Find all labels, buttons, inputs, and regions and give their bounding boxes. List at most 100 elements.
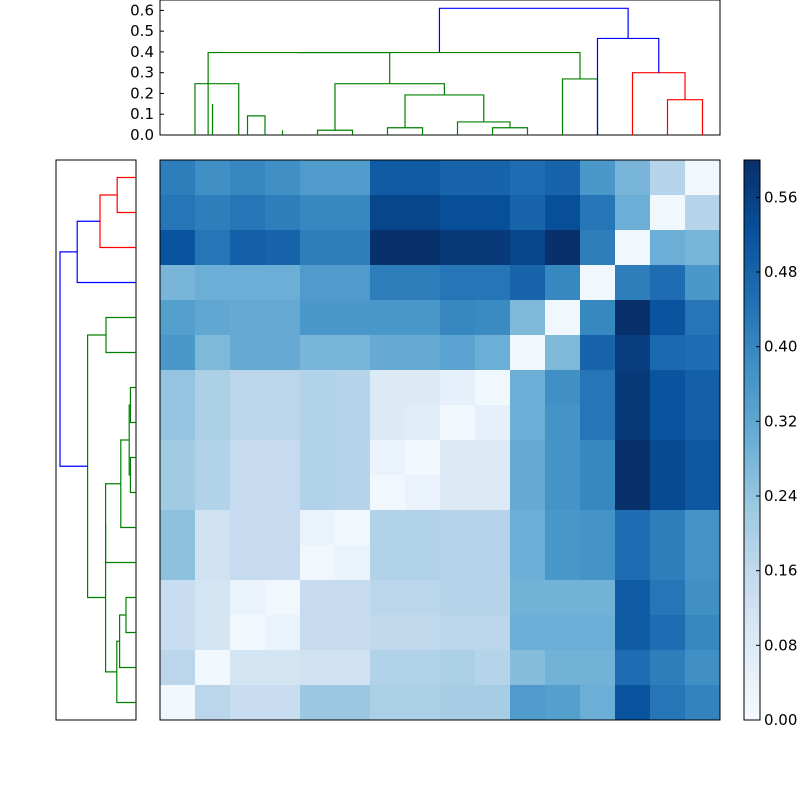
- colorbar-segment: [744, 192, 760, 197]
- heatmap-cell: [475, 580, 511, 616]
- heatmap-cell: [685, 265, 721, 301]
- heatmap-cell: [195, 300, 231, 336]
- colorbar-segment: [744, 500, 760, 505]
- heatmap-cell: [510, 440, 546, 476]
- colorbar-segment: [744, 624, 760, 629]
- heatmap-cell: [160, 440, 196, 476]
- heatmap-cell: [685, 440, 721, 476]
- heatmap-cell: [545, 615, 581, 651]
- colorbar-tick-label: 0.16: [764, 562, 797, 580]
- heatmap: [159, 159, 721, 721]
- heatmap-cell: [230, 195, 266, 231]
- colorbar-segment: [744, 188, 760, 193]
- heatmap-cell: [685, 160, 721, 196]
- heatmap-cell: [195, 545, 231, 581]
- heatmap-cell: [615, 615, 651, 651]
- colorbar-segment: [744, 584, 760, 589]
- heatmap-cell: [230, 230, 266, 266]
- colorbar-segment: [744, 548, 760, 553]
- colorbar-segment: [744, 676, 760, 681]
- heatmap-cell: [160, 650, 196, 686]
- heatmap-cell: [440, 265, 476, 301]
- heatmap-cell: [440, 335, 476, 371]
- heatmap-cell: [580, 195, 616, 231]
- heatmap-cell: [265, 195, 301, 231]
- heatmap-cell: [650, 510, 686, 546]
- colorbar-segment: [744, 412, 760, 417]
- heatmap-cell: [510, 615, 546, 651]
- heatmap-cell: [300, 370, 336, 406]
- heatmap-cell: [230, 580, 266, 616]
- heatmap-cell: [195, 405, 231, 441]
- colorbar-segment: [744, 456, 760, 461]
- colorbar-segment: [744, 560, 760, 565]
- heatmap-cell: [370, 580, 406, 616]
- heatmap-cell: [195, 650, 231, 686]
- heatmap-cell: [230, 265, 266, 301]
- colorbar-segment: [744, 536, 760, 541]
- left-dendrogram-link: [119, 614, 136, 669]
- heatmap-cell: [685, 370, 721, 406]
- heatmap-cell: [685, 300, 721, 336]
- heatmap-cell: [440, 195, 476, 231]
- heatmap-cell: [685, 510, 721, 546]
- heatmap-cell: [580, 650, 616, 686]
- top-axis-tick-label: 0.4: [130, 43, 154, 61]
- heatmap-cell: [545, 510, 581, 546]
- heatmap-cell: [440, 230, 476, 266]
- colorbar-segment: [744, 196, 760, 201]
- colorbar-segment: [744, 512, 760, 517]
- heatmap-cell: [650, 300, 686, 336]
- colorbar-segment: [744, 620, 760, 625]
- colorbar-segment: [744, 300, 760, 305]
- left-dendrogram-link: [129, 386, 136, 424]
- top-dendrogram-link: [316, 129, 354, 135]
- colorbar-segment: [744, 252, 760, 257]
- heatmap-cell: [440, 440, 476, 476]
- colorbar-segment: [744, 332, 760, 337]
- heatmap-cell: [580, 685, 616, 721]
- colorbar-segment: [744, 480, 760, 485]
- heatmap-cell: [440, 405, 476, 441]
- top-dendrogram-link: [194, 83, 240, 135]
- colorbar-segment: [744, 580, 760, 585]
- heatmap-cell: [475, 650, 511, 686]
- colorbar-segment: [744, 372, 760, 377]
- heatmap-cell: [265, 370, 301, 406]
- heatmap-cell: [545, 440, 581, 476]
- left-dendrogram-link: [87, 334, 106, 599]
- heatmap-cell: [475, 615, 511, 651]
- colorbar-segment: [744, 316, 760, 321]
- heatmap-cell: [615, 440, 651, 476]
- left-dendrogram-link: [129, 456, 136, 494]
- colorbar-segment: [744, 400, 760, 405]
- heatmap-cell: [370, 300, 406, 336]
- heatmap-cell: [300, 510, 336, 546]
- heatmap-cell: [615, 300, 651, 336]
- colorbar-segment: [744, 628, 760, 633]
- heatmap-cell: [510, 370, 546, 406]
- heatmap-cell: [230, 650, 266, 686]
- heatmap-cell: [335, 440, 371, 476]
- heatmap-cell: [580, 615, 616, 651]
- heatmap-cell: [475, 335, 511, 371]
- heatmap-cell: [300, 405, 336, 441]
- colorbar-segment: [744, 460, 760, 465]
- colorbar-segment: [744, 496, 760, 501]
- colorbar-segment: [744, 504, 760, 509]
- heatmap-cell: [475, 510, 511, 546]
- colorbar-segment: [744, 324, 760, 329]
- colorbar-segment: [744, 392, 760, 397]
- heatmap-cell: [160, 370, 196, 406]
- heatmap-cell: [230, 510, 266, 546]
- heatmap-cell: [650, 335, 686, 371]
- colorbar-segment: [744, 712, 760, 717]
- heatmap-cell: [510, 160, 546, 196]
- heatmap-cell: [615, 510, 651, 546]
- top-dendrogram-link: [631, 72, 686, 135]
- colorbar-segment: [744, 528, 760, 533]
- heatmap-cell: [545, 685, 581, 721]
- colorbar-segment: [744, 652, 760, 657]
- left-dendrogram: [55, 159, 137, 721]
- heatmap-cell: [265, 300, 301, 336]
